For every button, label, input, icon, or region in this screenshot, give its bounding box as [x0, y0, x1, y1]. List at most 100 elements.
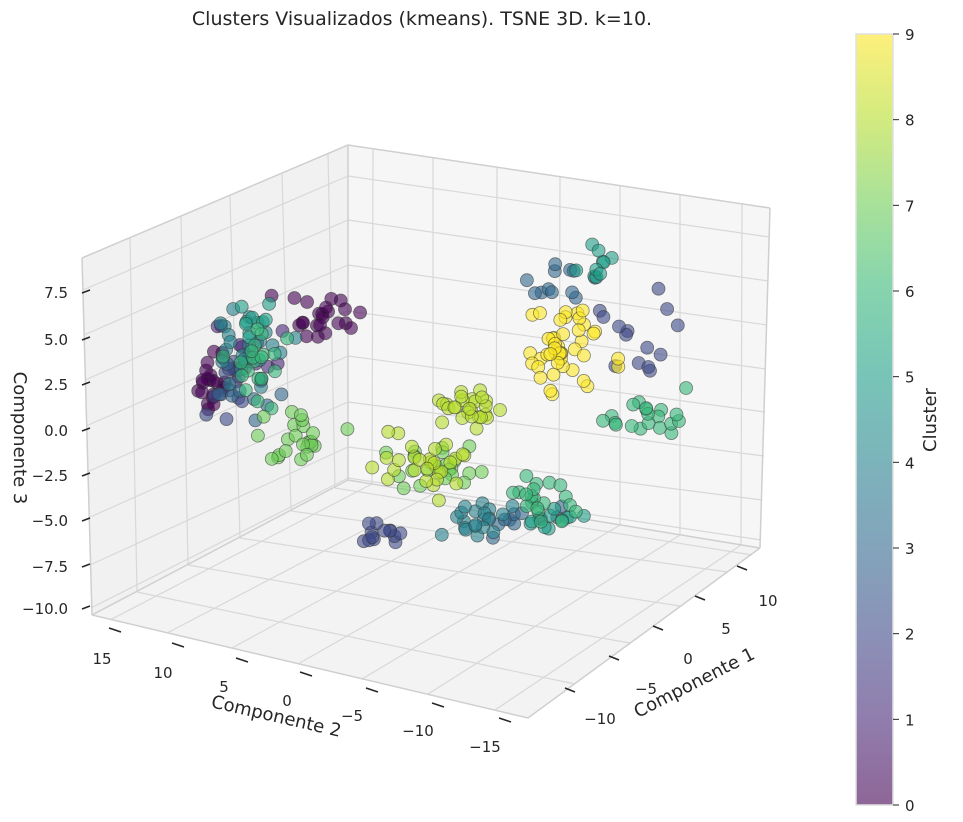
colorbar-tick-label: 1 — [905, 711, 915, 729]
scatter-point — [612, 319, 626, 334]
scatter-point — [254, 350, 269, 365]
colorbar-tick-label: 7 — [905, 197, 915, 215]
z-tick-label: −5.0 — [32, 512, 68, 530]
scatter-point — [548, 257, 563, 272]
colorbar-tick-label: 0 — [905, 797, 915, 815]
z-tick-label: −7.5 — [32, 558, 68, 576]
scatter-point — [222, 377, 237, 392]
scatter-point — [653, 347, 668, 362]
x-tick-mark — [652, 625, 664, 631]
scatter-point — [377, 523, 392, 538]
scatter-point — [195, 385, 209, 400]
scatter-point — [365, 460, 380, 475]
scatter-point — [505, 499, 520, 513]
scatter-point — [543, 383, 558, 398]
x-tick-mark — [736, 565, 748, 571]
scatter-point — [546, 367, 561, 382]
floor-pane — [92, 480, 760, 718]
scatter-point — [391, 453, 406, 468]
z-tick-mark — [81, 472, 91, 477]
scatter-point — [554, 514, 569, 529]
scatter-point — [506, 485, 520, 500]
x-tick-mark — [608, 655, 620, 661]
z-tick-label: 2.5 — [44, 376, 68, 394]
scatter-point — [586, 326, 601, 341]
scatter-point — [199, 407, 214, 422]
scatter-point — [267, 364, 282, 379]
scatter-point — [223, 335, 238, 349]
scatter-point — [250, 322, 265, 337]
scatter-point — [493, 403, 507, 417]
scatter-point — [611, 351, 625, 366]
scatter-point — [530, 501, 545, 516]
scatter-point — [213, 316, 228, 331]
scatter-point — [306, 426, 320, 441]
x-tick-label: 0 — [683, 650, 693, 668]
scatter-point — [264, 451, 279, 466]
scatter-point — [468, 518, 483, 532]
scatter-point — [435, 415, 450, 430]
scatter-point — [365, 530, 380, 544]
scatter-point — [553, 478, 568, 493]
scatter-point — [575, 303, 590, 318]
scatter-point — [462, 401, 477, 416]
scatter-point — [412, 452, 427, 467]
scatter-point — [419, 474, 434, 489]
scatter-point — [679, 381, 693, 395]
scatter-point — [396, 481, 411, 496]
scatter-point — [534, 514, 548, 529]
scatter-point — [609, 417, 623, 432]
y-tick-label: 0 — [282, 692, 292, 710]
scatter-point — [344, 321, 358, 335]
scatter-point — [596, 310, 611, 324]
scatter-point — [353, 305, 368, 320]
scatter-point — [576, 373, 591, 388]
scatter-point — [495, 507, 510, 522]
colorbar-tick-label: 2 — [905, 626, 915, 644]
scatter-point — [651, 281, 666, 296]
scatter-point — [519, 469, 534, 483]
scatter-point — [639, 401, 654, 416]
x-tick-mark — [694, 595, 706, 601]
scatter-point — [624, 419, 639, 433]
scatter-point — [449, 476, 464, 491]
scatter-point — [219, 412, 234, 427]
scatter-point — [254, 371, 269, 386]
colorbar-tick-label: 5 — [905, 369, 915, 387]
scatter-point — [299, 447, 314, 462]
z-tick-mark — [81, 289, 91, 294]
scatter-point — [447, 400, 462, 415]
scatter-point — [212, 387, 227, 402]
colorbar-tick-label: 3 — [905, 540, 915, 558]
y-tick-mark — [365, 687, 379, 693]
scatter-point — [443, 455, 458, 470]
scatter-point — [669, 407, 684, 422]
scatter-point — [331, 316, 346, 331]
y-tick-mark — [171, 642, 185, 648]
scatter-point — [577, 348, 591, 363]
scatter-point — [340, 422, 355, 437]
scatter-point — [626, 397, 641, 412]
x-tick-label: −10 — [584, 710, 616, 728]
y-tick-mark — [498, 717, 512, 723]
y-axis-ticks: −15 −10 −5 0 5 10 15 — [92, 627, 512, 756]
y-tick-label: 10 — [153, 664, 172, 682]
scatter-point — [296, 315, 310, 330]
scatter-point — [428, 441, 442, 456]
scatter-point — [571, 323, 586, 338]
z-tick-mark — [81, 381, 91, 386]
z-tick-label: 7.5 — [44, 284, 68, 302]
scatter-point — [300, 295, 315, 309]
colorbar-tick-label: 6 — [905, 283, 915, 301]
scatter-point — [434, 527, 449, 542]
z-tick-mark — [81, 563, 91, 568]
scatter-point — [520, 273, 534, 288]
colorbar-tick-label: 9 — [905, 26, 915, 44]
z-tick-mark — [81, 605, 91, 610]
scatter-point — [250, 394, 265, 409]
y-tick-mark — [299, 671, 313, 677]
scatter-point — [293, 408, 308, 423]
z-tick-mark — [81, 427, 91, 432]
scatter-point — [528, 286, 542, 301]
scatter-point — [288, 428, 303, 443]
